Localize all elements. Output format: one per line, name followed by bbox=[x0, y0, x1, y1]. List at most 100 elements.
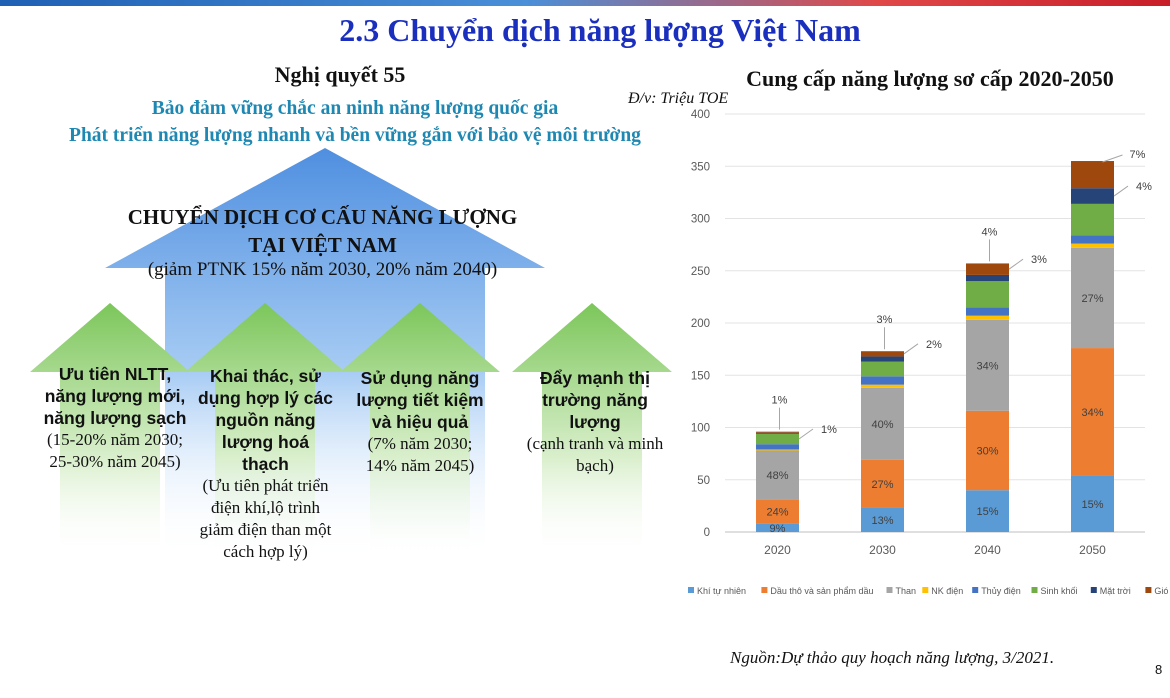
bar-segment bbox=[966, 319, 1009, 411]
legend-label: Gió bbox=[1154, 586, 1168, 596]
resolution-heading: Nghị quyết 55 bbox=[274, 62, 406, 87]
arrow-4-bold: Đẩy mạnh thị trường năng lượng bbox=[540, 368, 650, 432]
bar-segment bbox=[1071, 247, 1114, 349]
bar-segment bbox=[756, 444, 799, 450]
legend-label: Thủy điện bbox=[981, 586, 1021, 596]
bar-segment bbox=[966, 490, 1009, 532]
bar-segment bbox=[1071, 161, 1114, 189]
arrow-4-note: (cạnh tranh và minh bạch) bbox=[526, 434, 664, 475]
x-tick-label: 2040 bbox=[974, 543, 1001, 557]
bar-segment bbox=[1071, 243, 1114, 248]
bar-segment bbox=[861, 376, 904, 385]
legend-label: Sinh khối bbox=[1041, 586, 1078, 596]
top-accent-bar bbox=[0, 0, 1170, 6]
bar-segment bbox=[966, 263, 1009, 275]
arrow-shape-4 bbox=[512, 303, 672, 550]
bar-segment bbox=[1071, 203, 1114, 236]
y-tick-label: 250 bbox=[691, 266, 710, 278]
bar-segment bbox=[756, 450, 799, 500]
legend-label: Dầu thô và sản phẩm dầu bbox=[770, 586, 873, 596]
bar-segment bbox=[756, 449, 799, 451]
legend-swatch bbox=[886, 587, 893, 593]
y-tick-label: 150 bbox=[691, 370, 710, 382]
bar-segment bbox=[861, 387, 904, 460]
goal-sustainable: Phát triển năng lượng nhanh và bền vững … bbox=[69, 125, 641, 146]
data-label: 34% bbox=[1081, 407, 1103, 419]
bar-segment bbox=[861, 459, 904, 508]
data-label: 24% bbox=[766, 507, 788, 519]
legend-label: Mặt trời bbox=[1100, 586, 1131, 596]
arrow-2-bold: Khai thác, sử dụng hợp lý các nguồn năng… bbox=[198, 366, 333, 474]
strategy-diagram bbox=[30, 148, 672, 550]
arrow-2-note: (Ưu tiên phát triển điện khí,lộ trình gi… bbox=[199, 476, 332, 561]
central-title-line2: TẠI VIỆT NAM bbox=[248, 233, 397, 257]
data-label: 27% bbox=[1081, 293, 1103, 305]
data-label: 13% bbox=[871, 515, 893, 527]
y-tick-label: 350 bbox=[691, 161, 710, 173]
data-label: 9% bbox=[770, 523, 786, 535]
bar-segment bbox=[1071, 235, 1114, 244]
annotation-label: 4% bbox=[1136, 181, 1152, 193]
arrow-shape-3 bbox=[340, 303, 500, 550]
legend-label: Than bbox=[896, 586, 917, 596]
bar-segment bbox=[756, 433, 799, 445]
arrow-text-fossil: Khai thác, sử dụng hợp lý các nguồn năng… bbox=[198, 365, 333, 563]
bar-segment bbox=[966, 274, 1009, 282]
bar-segment bbox=[1071, 188, 1114, 204]
y-tick-label: 50 bbox=[697, 475, 710, 487]
data-label: 27% bbox=[871, 479, 893, 491]
goal-security: Bảo đảm vững chắc an ninh năng lượng quố… bbox=[151, 98, 559, 119]
leader-line bbox=[903, 343, 919, 355]
arrow-1-note: (15-20% năm 2030; 25-30% năm 2045) bbox=[47, 430, 183, 471]
bar-segment bbox=[1071, 475, 1114, 532]
annotation-label: 7% bbox=[1130, 149, 1146, 161]
data-label: 40% bbox=[871, 419, 893, 431]
page-number: 8 bbox=[1155, 662, 1163, 677]
annotation-label: 3% bbox=[1031, 254, 1047, 266]
legend-swatch bbox=[1090, 587, 1097, 593]
bar-segment bbox=[861, 384, 904, 388]
legend-label: NK điện bbox=[931, 586, 963, 596]
legend-swatch bbox=[922, 587, 929, 593]
bar-segment bbox=[756, 523, 799, 532]
y-tick-label: 0 bbox=[704, 527, 710, 539]
bar-segment bbox=[756, 431, 799, 433]
x-tick-label: 2030 bbox=[869, 543, 896, 557]
slide-title: 2.3 Chuyển dịch năng lượng Việt Nam bbox=[339, 12, 861, 48]
chart-unit-label: Đ/v: Triệu TOE bbox=[628, 90, 729, 107]
y-tick-label: 200 bbox=[691, 318, 710, 330]
arrow-1-bold: Ưu tiên NLTT, năng lượng mới, năng lượng… bbox=[43, 364, 187, 428]
x-tick-label: 2020 bbox=[764, 543, 791, 557]
arrow-shape-2 bbox=[185, 303, 345, 550]
annotation-label: 3% bbox=[877, 314, 893, 326]
leader-line bbox=[1113, 185, 1129, 197]
bar-segment bbox=[966, 410, 1009, 491]
arrow-3-note: (7% năm 2030; 14% năm 2045) bbox=[365, 434, 475, 475]
bar-segment bbox=[756, 499, 799, 524]
annotation-label: 1% bbox=[772, 395, 788, 407]
legend-swatch bbox=[761, 587, 768, 593]
bar-segment bbox=[966, 307, 1009, 316]
central-note: (giảm PTNK 15% năm 2030, 20% năm 2040) bbox=[147, 259, 498, 280]
arrow-3-bold: Sử dụng năng lượng tiết kiệm và hiệu quả bbox=[356, 368, 484, 432]
bar-segment bbox=[966, 315, 1009, 320]
legend-label: Khí tự nhiên bbox=[697, 586, 746, 596]
leader-line bbox=[798, 428, 814, 440]
annotation-label: 1% bbox=[821, 424, 837, 436]
chart-title: Cung cấp năng lượng sơ cấp 2020-2050 bbox=[746, 66, 1114, 91]
y-tick-label: 300 bbox=[691, 214, 710, 226]
arrow-text-efficiency: Sử dụng năng lượng tiết kiệm và hiệu quả… bbox=[350, 367, 490, 477]
legend-swatch bbox=[1031, 587, 1038, 593]
source-note: Nguồn:Dự thảo quy hoạch năng lượng, 3/20… bbox=[730, 648, 1055, 667]
bar-segment bbox=[966, 281, 1009, 308]
bar-segment bbox=[861, 351, 904, 357]
arrow-text-renewables: Ưu tiên NLTT, năng lượng mới, năng lượng… bbox=[40, 363, 190, 473]
leader-line bbox=[1008, 258, 1024, 270]
bar-segment bbox=[861, 507, 904, 532]
bar-segment bbox=[861, 356, 904, 362]
leader-line bbox=[1102, 154, 1123, 163]
bar-segment bbox=[861, 361, 904, 377]
x-tick-label: 2050 bbox=[1079, 543, 1106, 557]
arrow-shape-1 bbox=[30, 303, 190, 550]
